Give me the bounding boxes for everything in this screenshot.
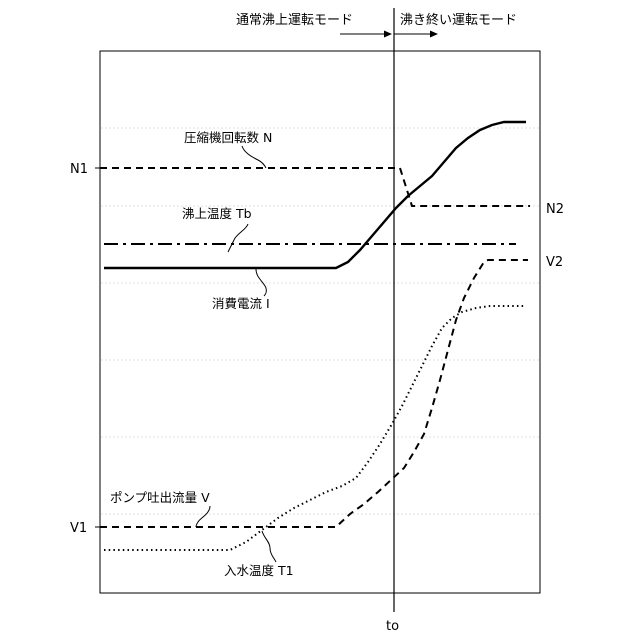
- boil-temp-label: 沸上温度 Tb: [182, 206, 252, 221]
- n1-label: N1: [70, 162, 88, 177]
- inlet-temp-label: 入水温度 T1: [224, 563, 294, 578]
- inlet-temp-leader: [262, 531, 276, 562]
- time-label: to: [386, 619, 399, 634]
- compressor-speed-curve: [100, 168, 530, 206]
- compressor-speed-label: 圧縮機回転数 N: [184, 130, 272, 145]
- v2-label: V2: [546, 255, 563, 270]
- mode-end-label: 沸き終い運転モード: [400, 12, 517, 28]
- compressor-speed-leader: [242, 146, 266, 168]
- current-leader: [256, 269, 266, 296]
- pump-flow-label: ポンプ吐出流量 V: [110, 490, 210, 505]
- mode-normal-label: 通常沸上運転モード: [236, 13, 353, 28]
- plot-frame: [100, 51, 540, 593]
- mode-end-arrow: [394, 31, 438, 38]
- current-label: 消費電流 I: [212, 296, 270, 311]
- current-curve: [104, 122, 526, 268]
- v1-label: V1: [70, 521, 87, 536]
- pump-flow-leader: [196, 506, 210, 527]
- inlet-temp-curve: [104, 306, 524, 550]
- mode-normal-arrow: [340, 31, 392, 38]
- gridlines: [101, 128, 539, 514]
- pump-flow-curve: [100, 260, 528, 527]
- boil-temp-leader: [228, 224, 248, 252]
- n2-label: N2: [546, 202, 564, 217]
